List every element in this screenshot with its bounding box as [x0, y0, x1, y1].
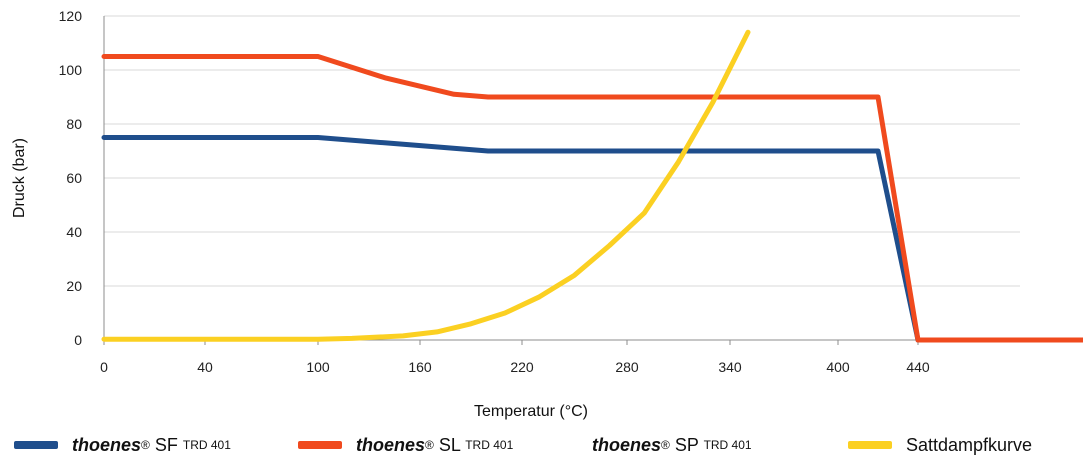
legend-item-sp: thoenes ® SP TRD 401	[592, 428, 752, 462]
legend-item-sf: thoenes ® SF TRD 401	[14, 428, 231, 462]
x-tick-label: 40	[197, 359, 213, 375]
legend-item-sattdampf: Sattdampfkurve	[848, 428, 1032, 462]
legend-swatch-sf	[14, 441, 58, 449]
legend-superscript: TRD 401	[182, 438, 231, 452]
legend-swatch-sattdampf	[848, 441, 892, 449]
series-line-2	[101, 54, 1083, 343]
x-tick-label: 280	[615, 359, 639, 375]
y-tick-label: 0	[74, 332, 82, 348]
y-tick-label: 80	[66, 116, 82, 132]
tick-labels: 0 20 40 60 80 100 120 0 40 100 160 220 280 340 400 440	[59, 8, 930, 375]
legend-registered-mark: ®	[141, 438, 150, 452]
legend-superscript: TRD 401	[703, 438, 752, 452]
legend-item-sl: thoenes ® SL TRD 401	[298, 428, 513, 462]
legend-brand: thoenes	[592, 434, 662, 455]
legend-label: SF	[149, 434, 183, 455]
legend-label: SL	[433, 434, 466, 455]
legend-brand: thoenes	[356, 434, 426, 455]
legend-label: Sattdampfkurve	[906, 434, 1033, 455]
x-tick-label: 0	[100, 359, 108, 375]
y-tick-label: 60	[66, 170, 82, 186]
x-tick-label: 100	[306, 359, 330, 375]
legend-registered-mark: ®	[425, 438, 434, 452]
gridlines	[104, 15, 1020, 287]
x-tick-label: 440	[906, 359, 930, 375]
series-lines	[101, 29, 1083, 343]
series-line-1	[101, 135, 1083, 343]
legend-label: SP	[669, 434, 704, 455]
y-tick-label: 40	[66, 224, 82, 240]
legend-brand: thoenes	[72, 434, 142, 455]
x-tick-label: 220	[510, 359, 534, 375]
legend: thoenes ® SF TRD 401 thoenes ® SL TRD 401 …	[0, 428, 1083, 462]
y-axis-title: Druck (bar)	[11, 138, 28, 218]
x-tick-label: 160	[408, 359, 432, 375]
y-tick-label: 120	[59, 8, 83, 24]
legend-superscript: TRD 401	[465, 438, 514, 452]
y-tick-label: 20	[66, 278, 82, 294]
legend-swatch-sl	[298, 441, 342, 449]
series-line-3	[101, 29, 751, 342]
x-tick-label: 400	[826, 359, 850, 375]
legend-registered-mark: ®	[661, 438, 670, 452]
x-axis-title: Temperatur (°C)	[474, 403, 588, 420]
x-tick-label: 340	[718, 359, 742, 375]
y-tick-label: 100	[59, 62, 83, 78]
